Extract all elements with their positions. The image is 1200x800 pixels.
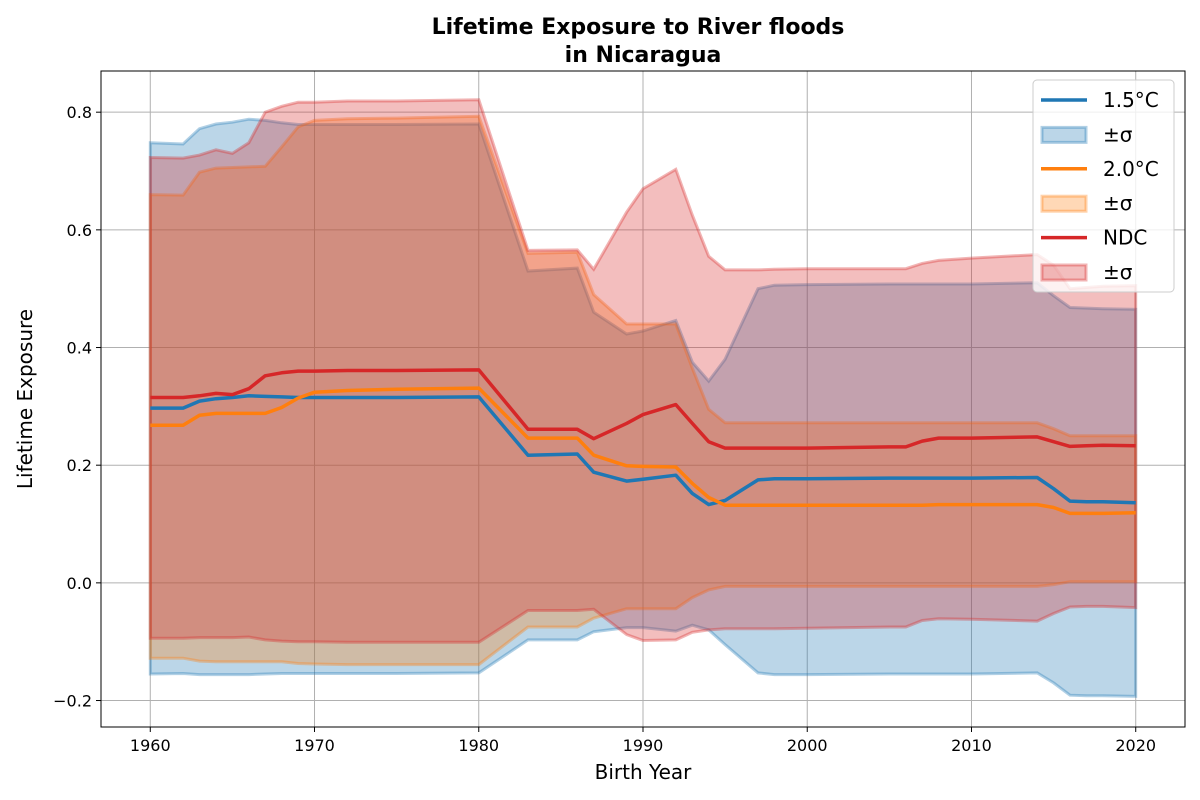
y-tick-label: −0.2 bbox=[53, 692, 92, 711]
legend-label: 2.0°C bbox=[1103, 157, 1159, 181]
lines-layer bbox=[150, 368, 1136, 516]
series-line-0 bbox=[150, 394, 1136, 507]
x-axis-ticks: 1960 1970 1980 1990 2000 2010 2020 bbox=[130, 727, 1156, 755]
legend-band-swatch bbox=[1040, 194, 1088, 213]
y-tick-label: 0.8 bbox=[67, 103, 92, 122]
y-tick-label: 0.6 bbox=[67, 221, 92, 240]
legend-label: ±σ bbox=[1103, 191, 1133, 215]
legend-band-swatch bbox=[1040, 263, 1088, 282]
legend-band-swatch bbox=[1040, 125, 1088, 144]
band-1 bbox=[148, 114, 1138, 667]
legend-label: NDC bbox=[1103, 226, 1147, 250]
x-tick-label: 2000 bbox=[787, 736, 828, 755]
x-axis-label: Birth Year bbox=[595, 760, 692, 784]
x-tick-label: 1970 bbox=[294, 736, 335, 755]
series-line-2 bbox=[150, 368, 1136, 450]
chart-title-line-1: Lifetime Exposure to River floods bbox=[432, 15, 845, 40]
x-tick-label: 2010 bbox=[951, 736, 992, 755]
x-tick-label: 1990 bbox=[623, 736, 664, 755]
legend-label: 1.5°C bbox=[1103, 88, 1159, 112]
y-axis-ticks: −0.2 0.0 0.2 0.4 0.6 0.8 bbox=[53, 103, 101, 711]
x-tick-label: 2020 bbox=[1115, 736, 1156, 755]
y-tick-label: 0.0 bbox=[67, 574, 92, 593]
legend-label: ±σ bbox=[1103, 260, 1133, 284]
x-tick-label: 1980 bbox=[458, 736, 499, 755]
chart-title-line-2: in Nicaragua bbox=[565, 43, 722, 68]
series-line-1 bbox=[150, 386, 1136, 516]
band-0 bbox=[148, 117, 1138, 698]
legend: 1.5°C ±σ 2.0°C ±σ NDC ±σ bbox=[1032, 79, 1175, 293]
y-tick-label: 0.4 bbox=[67, 339, 92, 358]
y-axis-label: Lifetime Exposure bbox=[13, 309, 37, 489]
y-tick-label: 0.2 bbox=[67, 456, 92, 475]
legend-label: ±σ bbox=[1103, 122, 1133, 146]
grid bbox=[101, 71, 1185, 727]
x-tick-label: 1960 bbox=[130, 736, 171, 755]
